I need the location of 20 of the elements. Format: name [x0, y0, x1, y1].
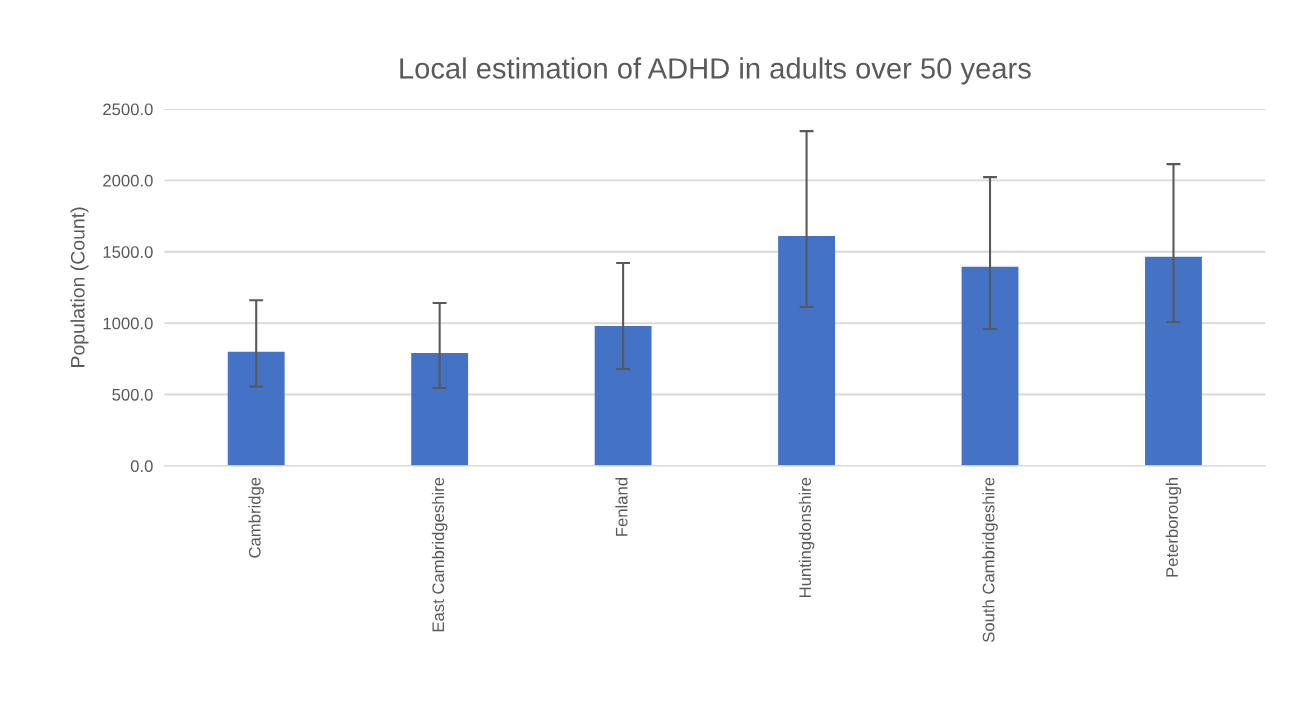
y-tick-label: 2500.0: [103, 103, 153, 116]
x-tick-label: Fenland: [615, 478, 628, 536]
y-tick-label: 0.0: [130, 460, 153, 473]
bar: [961, 266, 1019, 466]
chart-title: Local estimation of ADHD in adults over 50 years: [400, 57, 1031, 85]
x-tick-label: Huntingdonshire: [798, 477, 815, 597]
y-tick-label: 2000.0: [103, 174, 153, 187]
y-axis-title: Population (Count): [70, 207, 89, 367]
bar: [411, 353, 469, 466]
bar: [594, 325, 652, 466]
y-tick-label: 1000.0: [103, 317, 153, 330]
bar: [778, 236, 836, 466]
x-tick-label: Cambridge: [248, 477, 264, 558]
x-tick-label: Peterborough: [1165, 478, 1182, 577]
y-tick-label: 500.0: [112, 388, 153, 401]
x-tick-label: South Cambridgeshire: [982, 477, 998, 643]
bar: [227, 351, 285, 466]
y-tick-label: 1500.0: [103, 246, 153, 258]
bar: [1145, 256, 1202, 466]
x-tick-label: East Cambridgeshire: [431, 477, 448, 632]
